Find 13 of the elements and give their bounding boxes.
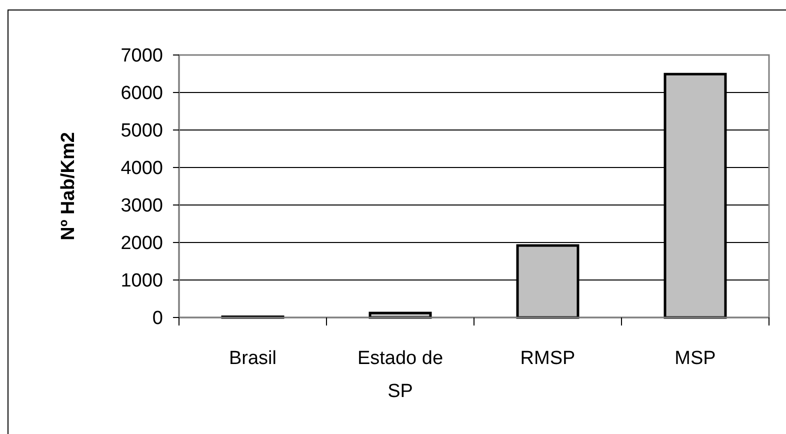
y-tick-label: 1000 bbox=[120, 270, 163, 292]
x-tick-label: RMSP bbox=[520, 348, 576, 369]
y-tick-label: 3000 bbox=[120, 196, 163, 217]
x-tick-label: MSP bbox=[674, 348, 716, 369]
y-tick-label: 2000 bbox=[120, 233, 163, 254]
y-tick-label: 6000 bbox=[120, 83, 163, 104]
y-tick-label: 5000 bbox=[120, 120, 163, 142]
x-tick-label: Estado de SP bbox=[357, 348, 444, 402]
x-tick-label: Brasil bbox=[228, 348, 277, 369]
y-tick-label: 7000 bbox=[120, 46, 163, 67]
y-axis-title: Nº Hab/Km2 bbox=[58, 132, 79, 240]
y-tick-label: 0 bbox=[152, 308, 163, 330]
y-tick-label: 4000 bbox=[120, 158, 163, 180]
